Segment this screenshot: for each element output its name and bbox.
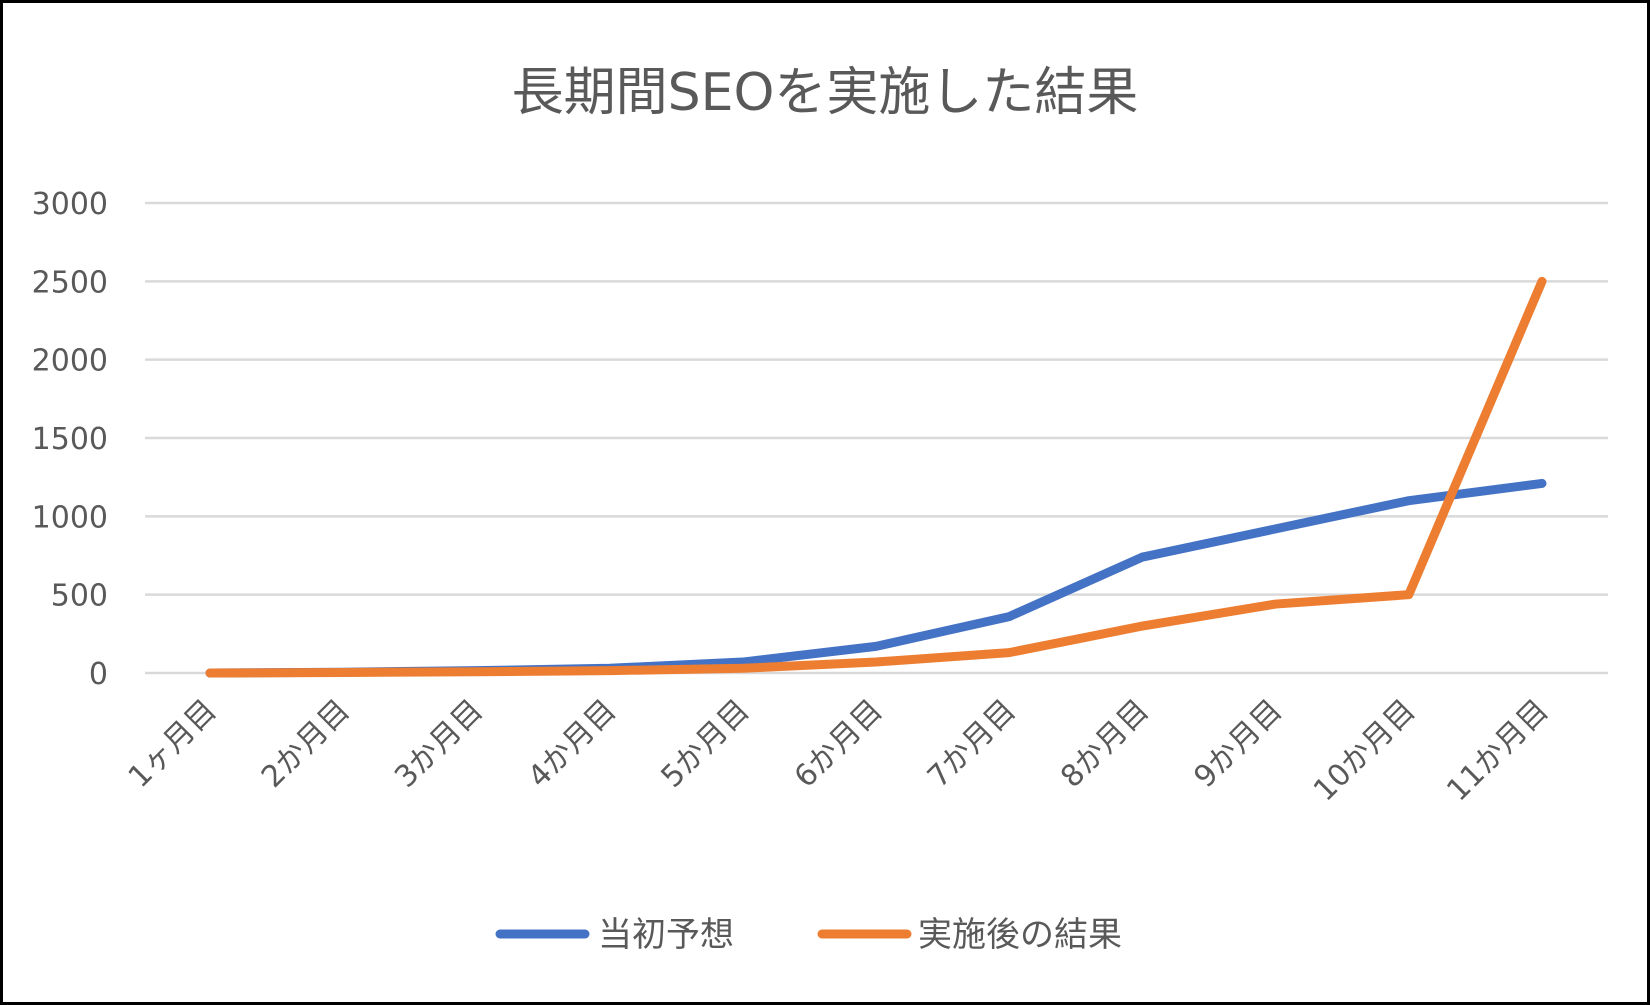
data-point-series-0 <box>1408 500 1410 502</box>
x-axis-tick-labels: 1ヶ月目 2か月目 3か月目 4か月目 5か月目 6か月目 7か月目 8か月目 9か月目 10か月… <box>122 693 1556 808</box>
gridlines <box>145 201 1608 675</box>
y-tick-label: 2500 <box>32 265 108 300</box>
x-tick-label: 1ヶ月目 <box>122 693 224 795</box>
y-tick-label: 3000 <box>32 187 108 222</box>
chart-title: 長期間SEOを実施した結果 <box>512 63 1139 123</box>
data-point-series-0 <box>1275 528 1277 530</box>
x-tick-label: 7か月目 <box>921 693 1023 795</box>
data-point-series-0 <box>1008 616 1010 618</box>
x-tick-label: 6か月目 <box>788 693 890 795</box>
y-tick-label: 1000 <box>32 500 108 535</box>
data-point-series-1 <box>1008 652 1010 654</box>
x-tick-label: 11か月目 <box>1440 693 1555 808</box>
y-tick-label: 1500 <box>32 422 108 457</box>
data-point-series-1 <box>1408 594 1410 596</box>
data-point-series-1 <box>609 670 611 672</box>
series-lines <box>205 276 1547 678</box>
x-tick-label: 8か月目 <box>1054 693 1156 795</box>
x-tick-label: 5か月目 <box>655 693 757 795</box>
y-tick-label: 2000 <box>32 344 108 379</box>
y-tick-label: 0 <box>89 657 108 692</box>
data-point-series-0 <box>1541 482 1543 484</box>
data-point-series-1 <box>1275 603 1277 605</box>
legend: 当初予想 実施後の結果 <box>495 915 1122 955</box>
y-axis-tick-labels: 0 500 1000 1500 2000 2500 3000 <box>32 187 108 692</box>
data-point-series-0 <box>1141 556 1143 558</box>
x-tick-label: 9か月目 <box>1187 693 1289 795</box>
data-point-series-1 <box>475 671 477 673</box>
x-tick-label: 4か月目 <box>521 693 623 795</box>
y-tick-label: 500 <box>51 579 108 614</box>
data-point-series-1 <box>1141 625 1143 627</box>
data-point-series-0 <box>742 661 744 663</box>
x-tick-label: 10か月目 <box>1307 693 1422 808</box>
data-point-series-1 <box>342 672 344 674</box>
series-line-0 <box>205 478 1547 678</box>
data-point-series-1 <box>875 661 877 663</box>
data-point-series-0 <box>875 645 877 647</box>
legend-label-1: 実施後の結果 <box>918 915 1122 955</box>
data-point-series-1 <box>1541 280 1543 282</box>
data-point-series-1 <box>209 672 211 674</box>
x-tick-label: 2か月目 <box>255 693 357 795</box>
legend-label-0: 当初予想 <box>598 915 734 955</box>
x-tick-label: 3か月目 <box>388 693 490 795</box>
series-line-1 <box>205 276 1547 678</box>
data-point-series-1 <box>742 667 744 669</box>
